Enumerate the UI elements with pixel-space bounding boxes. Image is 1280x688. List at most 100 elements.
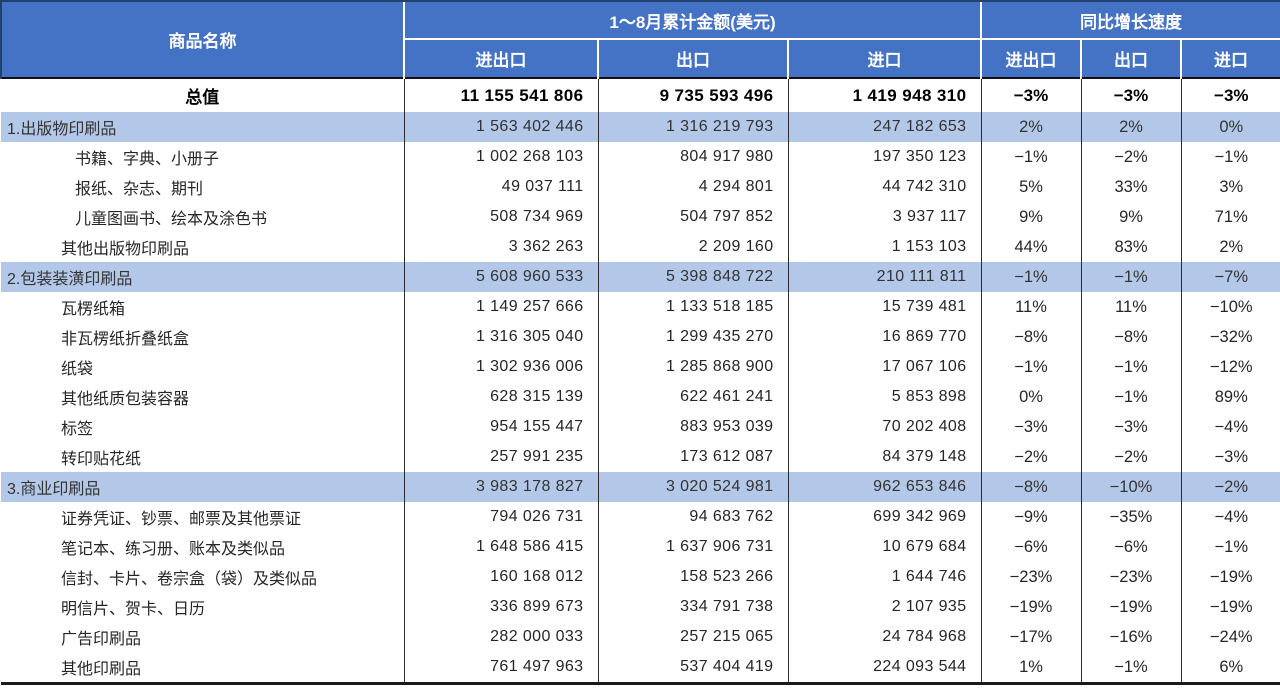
column-header-amount-total-trade: 进出口 <box>403 39 598 78</box>
table-header: 商品名称 1～8月累计金额(美元) 同比增长速度 进出口 出口 进口 进出口 出… <box>0 0 1280 78</box>
growth-cell: 1% <box>980 652 1081 684</box>
growth-cell: 33% <box>1080 172 1181 202</box>
amount-cell: 158 523 266 <box>597 562 788 592</box>
growth-cell: 11% <box>980 292 1081 322</box>
growth-cell: −2% <box>1080 442 1181 472</box>
growth-cell: −8% <box>980 472 1081 502</box>
amount-cell: 794 026 731 <box>403 502 598 532</box>
amount-cell: 173 612 087 <box>597 442 788 472</box>
growth-cell: −24% <box>1180 622 1280 652</box>
growth-cell: 89% <box>1180 382 1280 412</box>
amount-cell: 1 648 586 415 <box>403 532 598 562</box>
table-row: 3.商业印刷品 3 983 178 827 3 020 524 981 962 653… <box>1 472 1280 502</box>
amount-cell: 3 020 524 981 <box>597 472 788 502</box>
amount-cell: 504 797 852 <box>597 202 788 232</box>
amount-cell: 1 316 219 793 <box>597 112 788 142</box>
growth-cell: −4% <box>1180 502 1280 532</box>
column-group-yoy-growth: 同比增长速度 <box>979 0 1280 40</box>
growth-cell: −1% <box>980 262 1081 292</box>
amount-cell: 49 037 111 <box>403 172 598 202</box>
product-name-cell: 笔记本、练习册、账本及类似品 <box>1 532 404 562</box>
amount-cell: 9 735 593 496 <box>597 77 788 112</box>
amount-cell: 70 202 408 <box>787 412 981 442</box>
column-header-growth-export: 出口 <box>1080 39 1181 78</box>
amount-cell: 1 563 402 446 <box>403 112 598 142</box>
product-name-cell: 总值 <box>1 77 404 112</box>
growth-cell: −1% <box>980 352 1081 382</box>
amount-cell: 5 608 960 533 <box>403 262 598 292</box>
growth-cell: −2% <box>1080 142 1181 172</box>
table-row: 书籍、字典、小册子 1 002 268 103 804 917 980 197 350… <box>1 142 1280 172</box>
amount-cell: 24 784 968 <box>787 622 981 652</box>
product-name-cell: 明信片、贺卡、日历 <box>1 592 404 622</box>
product-name-cell: 其他印刷品 <box>1 652 404 684</box>
product-name-cell: 其他纸质包装容器 <box>1 382 404 412</box>
amount-cell: 1 637 906 731 <box>597 532 788 562</box>
table-row: 总值 11 155 541 806 9 735 593 496 1 419 948 3… <box>1 77 1280 112</box>
amount-cell: 94 683 762 <box>597 502 788 532</box>
growth-cell: −2% <box>1180 472 1280 502</box>
table-row: 非瓦楞纸折叠纸盒 1 316 305 040 1 299 435 270 16 869… <box>1 322 1280 352</box>
amount-cell: 1 002 268 103 <box>403 142 598 172</box>
growth-cell: 5% <box>980 172 1081 202</box>
product-name-cell: 信封、卡片、卷宗盒（袋）及类似品 <box>1 562 404 592</box>
amount-cell: 962 653 846 <box>787 472 981 502</box>
product-name-cell: 1.出版物印刷品 <box>1 112 404 142</box>
table-row: 信封、卡片、卷宗盒（袋）及类似品 160 168 012 158 523 266 1 … <box>1 562 1280 592</box>
amount-cell: 699 342 969 <box>787 502 981 532</box>
amount-cell: 537 404 419 <box>597 652 788 684</box>
amount-cell: 15 739 481 <box>787 292 981 322</box>
amount-cell: 883 953 039 <box>597 412 788 442</box>
table-row: 明信片、贺卡、日历 336 899 673 334 791 738 2 107 935… <box>1 592 1280 622</box>
column-header-product-name: 商品名称 <box>0 0 404 78</box>
growth-cell: −1% <box>1080 352 1181 382</box>
growth-cell: 0% <box>980 382 1081 412</box>
growth-cell: −8% <box>980 322 1081 352</box>
growth-cell: −19% <box>1180 592 1280 622</box>
amount-cell: 44 742 310 <box>787 172 981 202</box>
amount-cell: 1 316 305 040 <box>403 322 598 352</box>
amount-cell: 210 111 811 <box>787 262 981 292</box>
growth-cell: 11% <box>1080 292 1181 322</box>
amount-cell: 1 419 948 310 <box>787 77 981 112</box>
amount-cell: 5 853 898 <box>787 382 981 412</box>
table-row: 儿童图画书、绘本及涂色书 508 734 969 504 797 852 3 937 … <box>1 202 1280 232</box>
growth-cell: −3% <box>1080 77 1181 112</box>
growth-cell: 9% <box>1080 202 1181 232</box>
column-header-growth-total-trade: 进出口 <box>980 39 1081 78</box>
amount-cell: 5 398 848 722 <box>597 262 788 292</box>
growth-cell: 71% <box>1180 202 1280 232</box>
amount-cell: 247 182 653 <box>787 112 981 142</box>
amount-cell: 1 644 746 <box>787 562 981 592</box>
growth-cell: −1% <box>980 142 1081 172</box>
product-name-cell: 转印贴花纸 <box>1 442 404 472</box>
growth-cell: −8% <box>1080 322 1181 352</box>
table-row: 纸袋 1 302 936 006 1 285 868 900 17 067 106 −1… <box>1 352 1280 382</box>
amount-cell: 16 869 770 <box>787 322 981 352</box>
product-name-cell: 书籍、字典、小册子 <box>1 142 404 172</box>
growth-cell: −3% <box>980 77 1081 112</box>
growth-cell: −1% <box>1180 532 1280 562</box>
growth-cell: 2% <box>980 112 1081 142</box>
amount-cell: 1 133 518 185 <box>597 292 788 322</box>
growth-cell: −23% <box>1080 562 1181 592</box>
growth-cell: −19% <box>1080 592 1181 622</box>
growth-cell: −1% <box>1180 142 1280 172</box>
table-row: 转印贴花纸 257 991 235 173 612 087 84 379 148 −2%… <box>1 442 1280 472</box>
amount-cell: 224 093 544 <box>787 652 981 684</box>
amount-cell: 282 000 033 <box>403 622 598 652</box>
amount-cell: 3 362 263 <box>403 232 598 262</box>
growth-cell: −1% <box>1080 652 1181 684</box>
amount-cell: 3 983 178 827 <box>403 472 598 502</box>
amount-cell: 334 791 738 <box>597 592 788 622</box>
growth-cell: −6% <box>1080 532 1181 562</box>
product-name-cell: 2.包装装潢印刷品 <box>1 262 404 292</box>
growth-cell: −12% <box>1180 352 1280 382</box>
amount-cell: 257 215 065 <box>597 622 788 652</box>
table-row: 其他出版物印刷品 3 362 263 2 209 160 1 153 103 44% 83… <box>1 232 1280 262</box>
growth-cell: −10% <box>1080 472 1181 502</box>
amount-cell: 954 155 447 <box>403 412 598 442</box>
growth-cell: 44% <box>980 232 1081 262</box>
